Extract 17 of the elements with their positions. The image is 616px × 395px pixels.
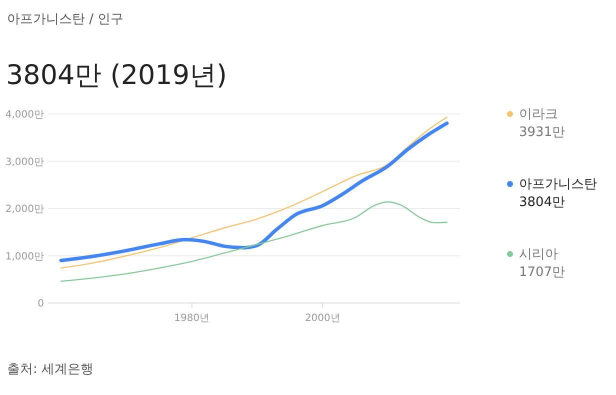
x-tick-label: 2000년 — [304, 313, 340, 324]
chart-title: 3804만 (2019년) — [6, 60, 228, 91]
chart-subtitle: 아프가니스탄 / 인구 — [7, 12, 124, 27]
legend-label: 이라크 — [519, 107, 558, 122]
text: 3931만 — [519, 125, 566, 140]
y-tick-label: 3,000만 — [5, 156, 44, 168]
y-tick-label: 2,000만 — [5, 204, 44, 215]
legend-label: 아프가니스탄 — [519, 177, 597, 192]
y-tick-label: 0 — [38, 298, 44, 310]
source-note: 출처: 세계은행 — [7, 362, 94, 377]
text: 1707만 — [519, 265, 566, 280]
y-tick-label: 1,000만 — [5, 251, 44, 262]
text: 3804만 — [519, 195, 566, 210]
y-tick-label: 4,000만 — [5, 110, 44, 120]
x-tick-label: 1980년 — [174, 313, 210, 324]
legend-label: 시리아 — [519, 247, 558, 262]
line-series — [60, 201, 448, 282]
